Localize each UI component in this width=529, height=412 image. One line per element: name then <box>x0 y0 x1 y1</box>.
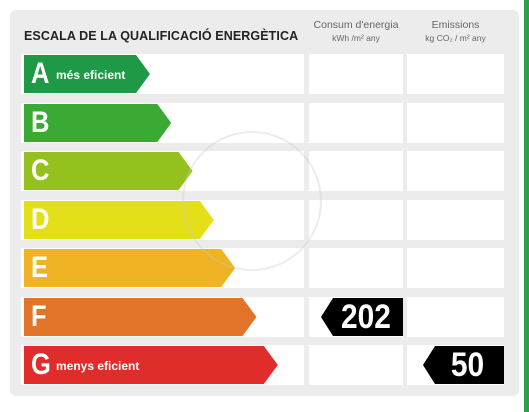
emissions-cell <box>407 54 504 94</box>
rating-row-e: E <box>0 248 529 288</box>
emissions-cell <box>407 199 504 240</box>
emissions-unit: kg CO₂ / m² any <box>425 33 486 43</box>
consumption-badge <box>321 297 403 336</box>
emissions-badge <box>423 346 504 384</box>
emissions-cell <box>407 102 504 143</box>
rating-arrow-b <box>24 103 172 142</box>
emissions-cell <box>407 248 504 288</box>
consumption-title: Consum d'energia <box>313 19 399 31</box>
rating-arrow-c <box>24 152 193 190</box>
rating-arrow-f <box>24 297 257 336</box>
consumption-cell <box>309 54 403 94</box>
consumption-cell <box>309 102 403 143</box>
rating-arrow-e <box>24 249 236 287</box>
consumption-unit: kWh /m² any <box>332 33 380 43</box>
consumption-badge-value: 202 <box>341 297 391 336</box>
rating-letter: D <box>31 202 50 236</box>
rating-letter: C <box>31 154 50 187</box>
emissions-badge-value: 50 <box>450 346 485 384</box>
rating-label: menys eficient <box>56 359 140 373</box>
rating-arrow-g <box>24 346 278 384</box>
emissions-cell <box>407 296 504 337</box>
emissions-title: Emissions <box>431 19 480 31</box>
rating-label: més eficient <box>56 68 126 82</box>
consumption-header: Consum d'energia kWh /m² any <box>309 19 403 45</box>
rating-letter: G <box>31 348 51 381</box>
consumption-cell <box>309 151 403 191</box>
consumption-cell <box>309 248 403 288</box>
rating-letter: B <box>31 105 50 139</box>
rating-letter: E <box>31 251 49 284</box>
rating-letter: F <box>31 299 47 333</box>
rating-arrow-a <box>24 55 150 93</box>
emissions-header: Emissions kg CO₂ / m² any <box>407 19 504 45</box>
rating-row-c: C <box>0 151 529 191</box>
rating-letter: A <box>31 57 50 90</box>
rating-row-b: B <box>0 102 529 143</box>
rating-row-f: F 202 <box>0 296 529 337</box>
rating-row-d: D <box>0 199 529 240</box>
consumption-cell <box>309 345 403 385</box>
emissions-cell <box>407 151 504 191</box>
rating-arrow-d <box>24 200 214 239</box>
right-edge-bar <box>524 0 529 412</box>
consumption-cell <box>309 199 403 240</box>
scale-title: ESCALA DE LA QUALIFICACIÓ ENERGÈTICA <box>24 29 299 43</box>
